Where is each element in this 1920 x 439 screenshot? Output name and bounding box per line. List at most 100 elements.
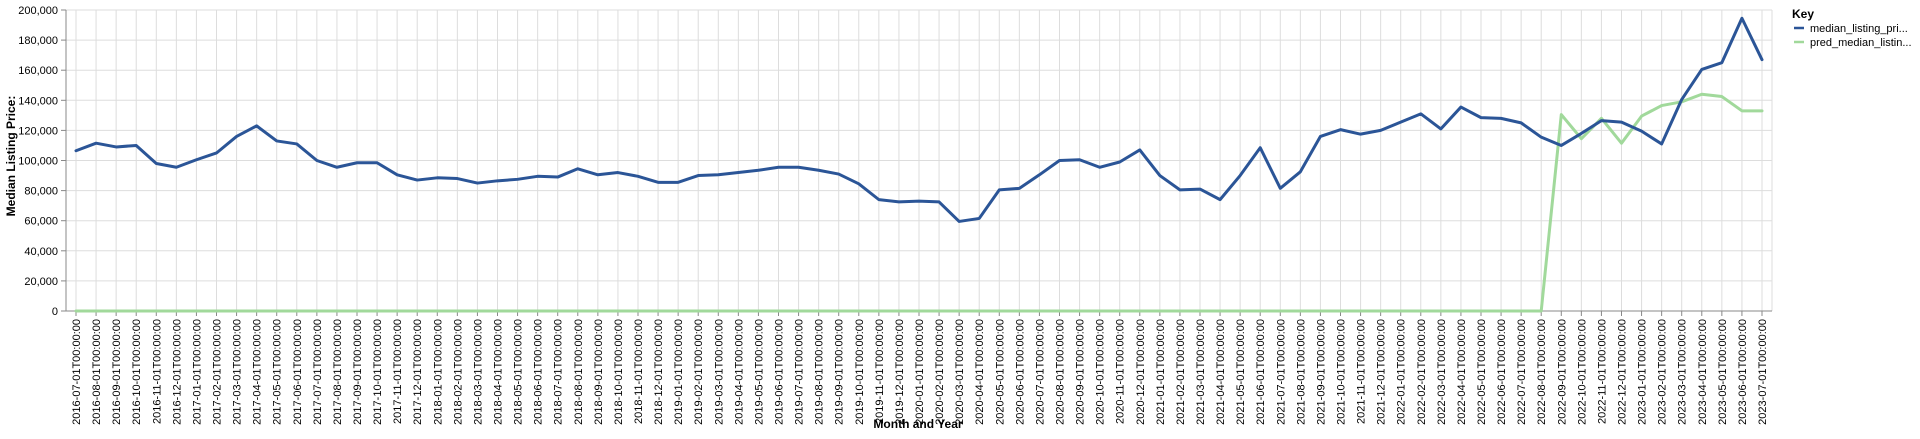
y-tick-label: 100,000 [18, 156, 58, 168]
x-tick-label: 2018-07-01T00:00:00 [553, 319, 565, 425]
x-tick-label: 2021-07-01T00:00:00 [1275, 319, 1287, 425]
x-tick-label: 2019-07-01T00:00:00 [794, 319, 806, 425]
y-tick-label: 0 [52, 306, 58, 318]
series-lines [74, 16, 1764, 313]
x-tick-label: 2021-02-01T00:00:00 [1175, 319, 1187, 425]
series-line-1 [74, 16, 1764, 223]
x-tick-label: 2023-05-01T00:00:00 [1717, 319, 1729, 425]
x-tick-label: 2017-02-01T00:00:00 [212, 319, 224, 425]
x-tick-label: 2020-10-01T00:00:00 [1095, 319, 1107, 425]
x-tick-label: 2021-10-01T00:00:00 [1336, 319, 1348, 425]
legend-label: pred_median_listin... [1810, 37, 1912, 49]
x-tick-label: 2017-11-01T00:00:00 [392, 319, 404, 424]
legend-title: Key [1792, 7, 1814, 21]
series-line-2 [74, 92, 1764, 313]
x-tick-label: 2020-02-01T00:00:00 [934, 319, 946, 425]
x-tick-label: 2023-07-01T00:00:00 [1757, 319, 1769, 425]
x-tick-label: 2020-01-01T00:00:00 [914, 319, 926, 425]
x-tick-label: 2019-11-01T00:00:00 [874, 319, 886, 424]
x-tick-label: 2016-12-01T00:00:00 [171, 319, 183, 425]
x-tick-label: 2018-06-01T00:00:00 [533, 319, 545, 425]
x-tick-label: 2020-05-01T00:00:00 [994, 319, 1006, 425]
x-tick-label: 2017-10-01T00:00:00 [372, 319, 384, 425]
x-tick-label: 2020-09-01T00:00:00 [1075, 319, 1087, 425]
x-tick-label: 2017-05-01T00:00:00 [272, 319, 284, 425]
x-tick-label: 2018-12-01T00:00:00 [653, 319, 665, 425]
x-tick-label: 2022-02-01T00:00:00 [1416, 319, 1428, 425]
x-tick-label: 2023-01-01T00:00:00 [1637, 319, 1649, 425]
y-tick-label: 120,000 [18, 125, 58, 137]
x-tick-label: 2022-03-01T00:00:00 [1436, 319, 1448, 425]
x-tick-label: 2018-02-01T00:00:00 [452, 319, 464, 425]
x-tick-label: 2022-09-01T00:00:00 [1556, 319, 1568, 425]
x-tick-label: 2018-10-01T00:00:00 [613, 319, 625, 425]
x-tick-label: 2016-11-01T00:00:00 [151, 319, 163, 424]
x-tick-label: 2017-12-01T00:00:00 [412, 319, 424, 425]
y-axis-title: Median Listing Price: [4, 96, 18, 217]
x-tick-label: 2023-06-01T00:00:00 [1737, 319, 1749, 425]
x-tick-label: 2019-04-01T00:00:00 [733, 319, 745, 425]
x-tick-label: 2021-09-01T00:00:00 [1315, 319, 1327, 425]
x-tick-label: 2017-08-01T00:00:00 [332, 319, 344, 425]
y-tick-label: 60,000 [24, 216, 58, 228]
y-tick-label: 200,000 [18, 5, 58, 17]
x-tick-label: 2019-08-01T00:00:00 [814, 319, 826, 425]
x-tick-label: 2018-05-01T00:00:00 [513, 319, 525, 425]
y-tick-label: 180,000 [18, 35, 58, 47]
x-tick-label: 2016-10-01T00:00:00 [131, 319, 143, 425]
x-tick-label: 2022-05-01T00:00:00 [1476, 319, 1488, 425]
x-tick-label: 2020-08-01T00:00:00 [1055, 319, 1067, 425]
x-tick-label: 2021-03-01T00:00:00 [1195, 319, 1207, 425]
x-tick-label: 2018-11-01T00:00:00 [633, 319, 645, 424]
x-tick-label: 2021-01-01T00:00:00 [1155, 319, 1167, 425]
x-tick-label: 2016-09-01T00:00:00 [111, 319, 123, 425]
x-tick-label: 2019-12-01T00:00:00 [894, 319, 906, 425]
x-tick-label: 2023-04-01T00:00:00 [1697, 319, 1709, 425]
x-tick-label: 2021-12-01T00:00:00 [1376, 319, 1388, 425]
x-tick-label: 2020-04-01T00:00:00 [974, 319, 986, 425]
x-tick-label: 2022-01-01T00:00:00 [1396, 319, 1408, 425]
x-tick-label: 2020-11-01T00:00:00 [1115, 319, 1127, 424]
x-tick-label: 2022-10-01T00:00:00 [1576, 319, 1588, 425]
x-tick-label: 2023-03-01T00:00:00 [1677, 319, 1689, 425]
x-tick-label: 2017-09-01T00:00:00 [352, 319, 364, 425]
x-tick-label: 2020-06-01T00:00:00 [1014, 319, 1026, 425]
x-tick-label: 2019-10-01T00:00:00 [854, 319, 866, 425]
x-tick-label: 2021-11-01T00:00:00 [1356, 319, 1368, 424]
legend-items: median_listing_pri... pred_median_listin.… [1794, 23, 1912, 49]
x-tick-label: 2018-08-01T00:00:00 [573, 319, 585, 425]
x-tick-label: 2019-05-01T00:00:00 [753, 319, 765, 425]
y-tick-label: 40,000 [24, 246, 58, 258]
x-tick-label: 2018-09-01T00:00:00 [593, 319, 605, 425]
x-axis-title: Month and Year [873, 417, 962, 431]
legend-label: median_listing_pri... [1810, 23, 1908, 35]
x-tick-label: 2017-01-01T00:00:00 [191, 319, 203, 425]
x-tick-label: 2020-07-01T00:00:00 [1034, 319, 1046, 425]
x-tick-label: 2022-06-01T00:00:00 [1496, 319, 1508, 425]
x-tick-label: 2019-02-01T00:00:00 [693, 319, 705, 425]
x-tick-label: 2022-04-01T00:00:00 [1456, 319, 1468, 425]
x-tick-label: 2021-08-01T00:00:00 [1295, 319, 1307, 425]
x-tick-label: 2020-12-01T00:00:00 [1135, 319, 1147, 425]
y-tick-label: 80,000 [24, 186, 58, 198]
x-tick-label: 2022-11-01T00:00:00 [1596, 319, 1608, 424]
x-tick-label: 2019-03-01T00:00:00 [713, 319, 725, 425]
legend: Key median_listing_pri... pred_median_lis… [1792, 7, 1912, 49]
y-tick-label: 160,000 [18, 65, 58, 77]
x-tick-label: 2019-06-01T00:00:00 [774, 319, 786, 425]
x-tick-label: 2019-09-01T00:00:00 [834, 319, 846, 425]
x-tick-label: 2020-03-01T00:00:00 [954, 319, 966, 425]
x-tick-label: 2016-08-01T00:00:00 [91, 319, 103, 425]
x-tick-label: 2017-03-01T00:00:00 [232, 319, 244, 425]
x-tick-label: 2017-06-01T00:00:00 [292, 319, 304, 425]
y-tick-label: 140,000 [18, 95, 58, 107]
x-tick-label: 2018-03-01T00:00:00 [472, 319, 484, 425]
x-tick-label: 2017-04-01T00:00:00 [252, 319, 264, 425]
x-tick-label: 2022-08-01T00:00:00 [1536, 319, 1548, 425]
x-tick-label: 2019-01-01T00:00:00 [673, 319, 685, 425]
x-tick-label: 2021-05-01T00:00:00 [1235, 319, 1247, 425]
x-tick-label: 2022-07-01T00:00:00 [1516, 319, 1528, 425]
x-tick-label: 2022-12-01T00:00:00 [1617, 319, 1629, 425]
